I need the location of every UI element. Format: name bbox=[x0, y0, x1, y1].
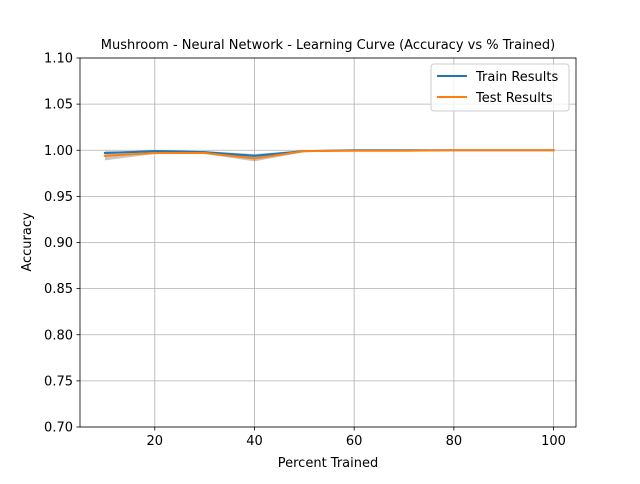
x-tick-label: 40 bbox=[246, 434, 263, 449]
y-tick-label: 1.00 bbox=[44, 144, 73, 159]
x-tick-label: 100 bbox=[541, 434, 566, 449]
y-tick-label: 1.05 bbox=[44, 98, 73, 113]
x-tick-label: 60 bbox=[346, 434, 363, 449]
y-tick-label: 0.85 bbox=[44, 282, 73, 297]
y-axis-ticks: 0.70 0.75 0.80 0.85 0.90 0.95 1.00 1.05 1.10 bbox=[44, 52, 80, 436]
y-tick-label: 0.80 bbox=[44, 328, 73, 343]
x-tick-label: 20 bbox=[147, 434, 164, 449]
legend-label-test: Test Results bbox=[475, 91, 553, 106]
y-axis-label: Accuracy bbox=[20, 212, 35, 272]
x-axis-label: Percent Trained bbox=[278, 456, 379, 471]
series-line-layer bbox=[103, 149, 555, 160]
y-tick-label: 0.90 bbox=[44, 236, 73, 251]
legend: Train Results Test Results bbox=[430, 63, 570, 112]
chart-title: Mushroom - Neural Network - Learning Cur… bbox=[101, 38, 556, 53]
y-tick-label: 1.10 bbox=[44, 52, 73, 67]
series-line-test bbox=[103, 149, 555, 160]
x-tick-label: 80 bbox=[446, 434, 463, 449]
y-tick-label: 0.70 bbox=[44, 421, 73, 436]
x-axis-ticks: 20 40 60 80 100 bbox=[147, 427, 566, 449]
y-tick-label: 0.75 bbox=[44, 374, 73, 389]
legend-label-train: Train Results bbox=[475, 70, 558, 85]
y-tick-label: 0.95 bbox=[44, 190, 73, 205]
